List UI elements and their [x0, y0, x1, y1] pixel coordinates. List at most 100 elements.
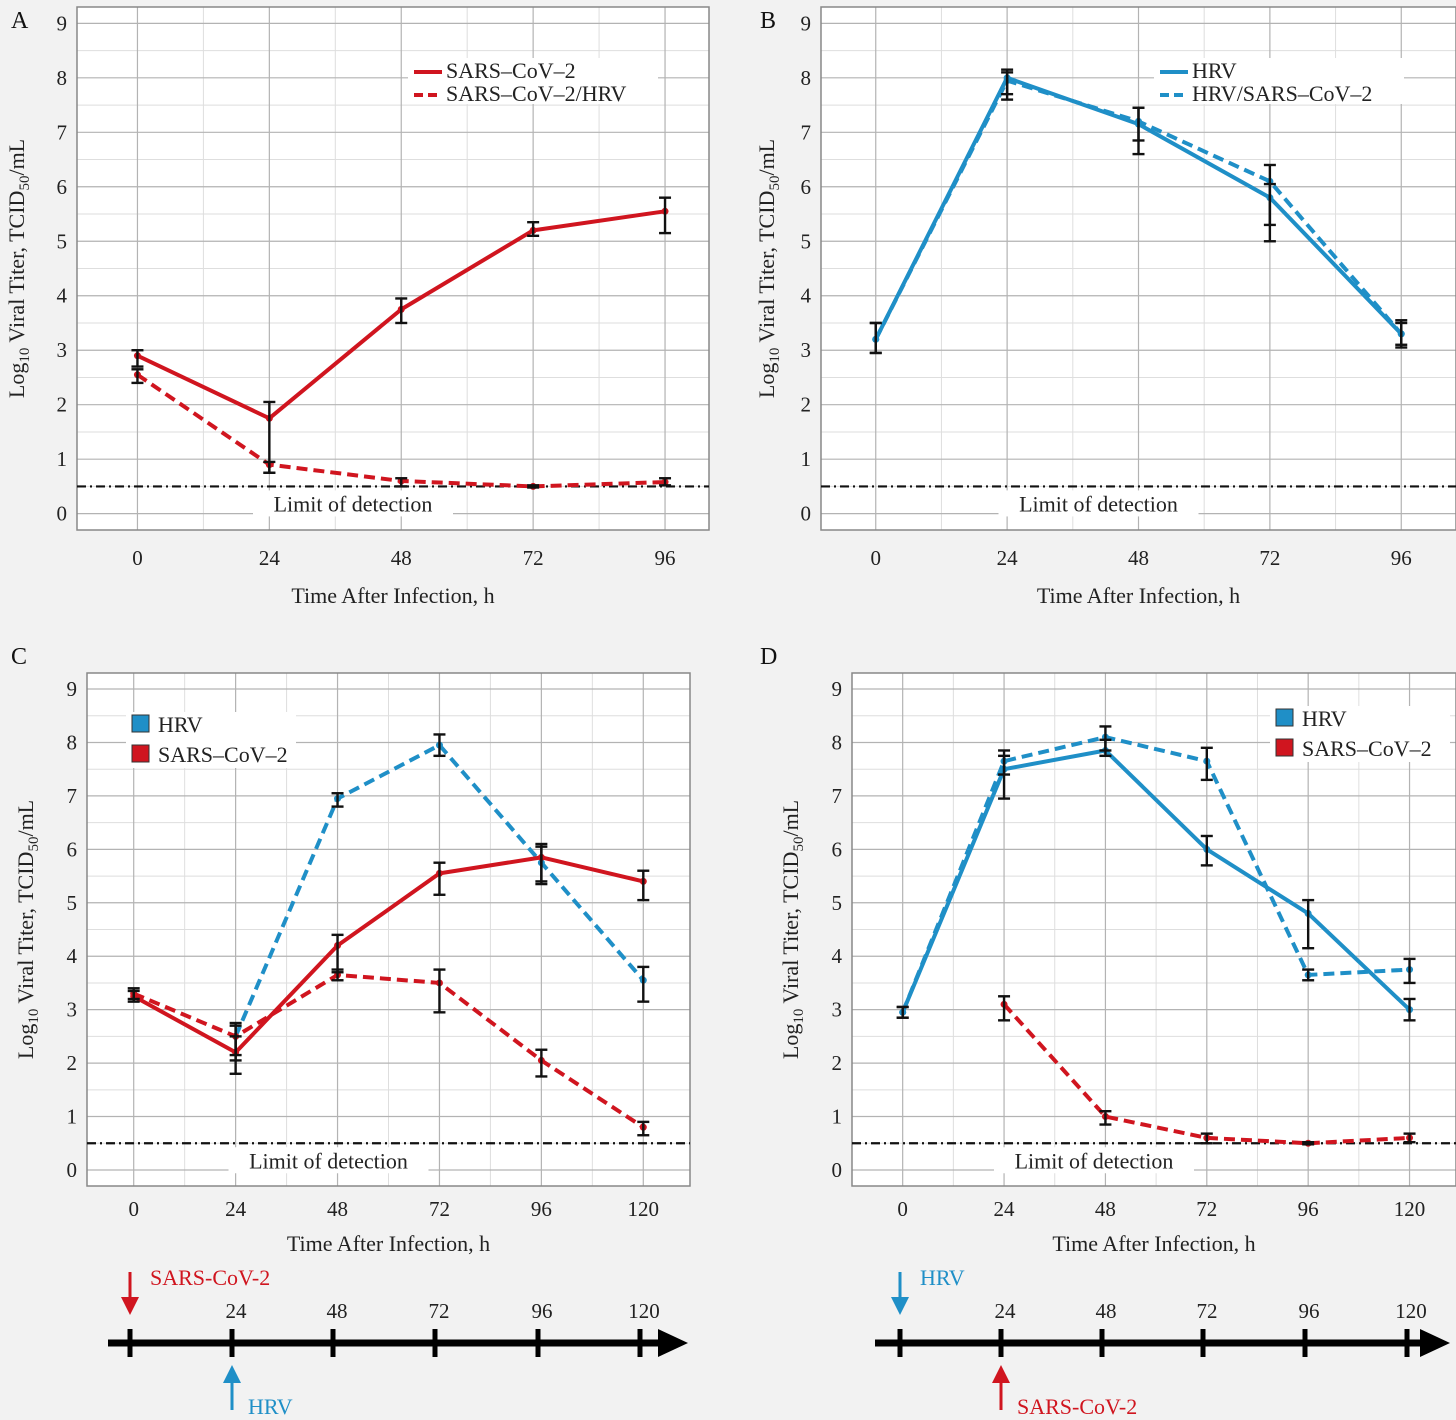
y-tick-label: 7	[801, 120, 812, 144]
subscript: 10	[26, 1009, 42, 1024]
subscript: 50	[767, 176, 783, 191]
legend-swatch	[131, 744, 150, 763]
x-tick-label: 48	[327, 1197, 348, 1221]
y-tick-label: 5	[67, 891, 78, 915]
x-tick-label: 96	[531, 1197, 552, 1221]
x-tick-label: 24	[994, 1197, 1016, 1221]
panel-letter: D	[760, 644, 777, 670]
legend: HRV SARS–CoV–2	[1270, 706, 1450, 762]
x-tick-label: 0	[128, 1197, 139, 1221]
timeline-tick-label: 120	[1395, 1299, 1427, 1323]
y-axis-label: Log10 Viral Titer, TCID50/mL	[754, 139, 783, 398]
label-part: Viral Titer, TCID	[13, 852, 38, 1009]
legend-label: SARS–CoV–2	[1302, 736, 1432, 761]
x-tick-label: 24	[997, 546, 1019, 570]
series-line	[132, 972, 645, 1129]
y-tick-label: 6	[67, 837, 78, 861]
y-tick-label: 2	[832, 1051, 843, 1075]
y-axis-label: Log10 Viral Titer, TCID50/mL	[4, 139, 33, 398]
y-tick-label: 6	[801, 175, 812, 199]
y-tick-label: 4	[57, 284, 68, 308]
x-axis-label: Time After Infection, h	[291, 583, 494, 608]
label-part: /mL	[754, 139, 779, 176]
x-tick-label: 0	[132, 546, 143, 570]
x-axis-label: Time After Infection, h	[1052, 1231, 1255, 1256]
x-tick-label: 72	[523, 546, 544, 570]
legend-swatch	[1275, 708, 1294, 727]
subscript: 50	[26, 837, 42, 852]
x-tick-label: 24	[259, 546, 281, 570]
timeline-tick-label: 48	[1096, 1299, 1117, 1323]
y-tick-label: 9	[832, 677, 843, 701]
x-tick-label: 72	[1196, 1197, 1217, 1221]
panel-D: D 0 1 2 3 4 5 6 7 8 9 0 24 48 72 96 120 Time After Infect…	[760, 644, 1456, 1419]
plot-frame	[76, 6, 710, 531]
label-part: /mL	[778, 800, 803, 837]
y-tick-label: 8	[832, 730, 843, 754]
y-tick-label: 6	[832, 837, 843, 861]
panel-letter: B	[760, 8, 776, 34]
label-part: Log	[754, 363, 779, 398]
series-line	[132, 855, 644, 1055]
y-tick-label: 0	[801, 502, 812, 526]
y-tick-label: 1	[832, 1105, 843, 1129]
y-tick-label: 8	[57, 66, 68, 90]
legend-label: HRV	[1302, 706, 1347, 731]
y-tick-label: 3	[832, 998, 843, 1022]
limit-of-detection-label: Limit of detection	[1019, 491, 1178, 516]
series-line	[900, 748, 1411, 1014]
series-line	[233, 743, 645, 1038]
y-tick-label: 3	[801, 338, 812, 362]
x-tick-label: 72	[429, 1197, 450, 1221]
second-infection-label: HRV	[248, 1394, 293, 1419]
subscript: 50	[791, 837, 807, 852]
panel-A: A 0 1 2 3 4 5 6 7 8 9 0 24 48 72 96 Time After Infection…	[4, 6, 710, 608]
label-part: Log	[13, 1024, 38, 1059]
timeline-tick-label: 96	[532, 1299, 553, 1323]
timeline: 24 48 72 96 120 HRV SARS-CoV-2	[875, 1265, 1450, 1419]
subscript: 10	[767, 348, 783, 363]
x-axis-label: Time After Infection, h	[1037, 583, 1240, 608]
y-tick-label: 5	[801, 229, 812, 253]
label-part: Viral Titer, TCID	[4, 191, 29, 348]
legend-label: SARS–CoV–2/HRV	[446, 81, 627, 106]
x-axis-label: Time After Infection, h	[287, 1231, 490, 1256]
y-tick-label: 9	[67, 677, 78, 701]
legend: HRV SARS–CoV–2	[126, 712, 296, 768]
legend-label: HRV	[1192, 58, 1237, 83]
label-part: Viral Titer, TCID	[754, 191, 779, 348]
y-tick-label: 8	[801, 66, 812, 90]
series-line	[900, 735, 1410, 1014]
y-tick-label: 9	[801, 11, 812, 35]
y-tick-label: 0	[832, 1158, 843, 1182]
y-tick-label: 8	[67, 730, 78, 754]
subscript: 10	[17, 348, 33, 363]
label-part: /mL	[4, 139, 29, 176]
lod-label-bg	[253, 490, 453, 517]
y-tick-label: 4	[67, 944, 78, 968]
timeline-tick-label: 72	[1197, 1299, 1218, 1323]
x-tick-label: 48	[391, 546, 412, 570]
y-tick-label: 2	[67, 1051, 78, 1075]
y-tick-label: 9	[57, 11, 68, 35]
x-tick-label: 120	[628, 1197, 660, 1221]
legend-bg	[1154, 58, 1404, 104]
subscript: 50	[17, 176, 33, 191]
timeline-tick-label: 24	[226, 1299, 248, 1323]
timeline-tick-label: 96	[1299, 1299, 1320, 1323]
x-tick-label: 96	[655, 546, 676, 570]
first-infection-label: SARS-CoV-2	[150, 1265, 270, 1290]
x-tick-label: 120	[1394, 1197, 1426, 1221]
y-tick-label: 7	[67, 784, 78, 808]
panel-letter: A	[11, 8, 29, 34]
y-tick-label: 0	[57, 502, 68, 526]
y-tick-label: 2	[57, 393, 68, 417]
x-tick-label: 96	[1391, 546, 1412, 570]
plot-frame	[820, 6, 1456, 531]
label-part: /mL	[13, 800, 38, 837]
y-tick-label: 7	[832, 784, 843, 808]
y-axis-label: Log10 Viral Titer, TCID50/mL	[778, 800, 807, 1059]
y-tick-label: 5	[832, 891, 843, 915]
